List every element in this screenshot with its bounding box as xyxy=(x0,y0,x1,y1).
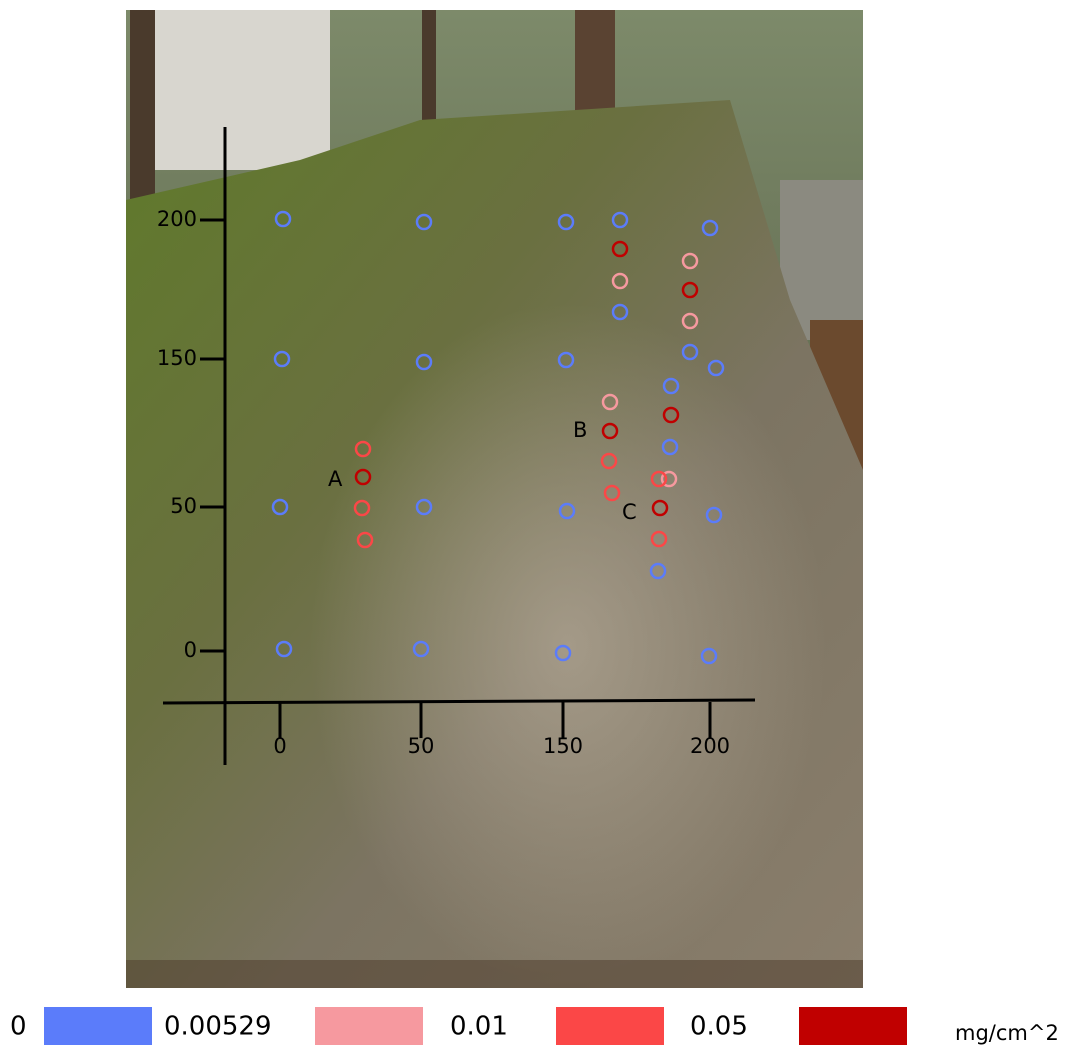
sample-point xyxy=(271,498,289,516)
x-tick-label: 0 xyxy=(273,734,286,758)
photo xyxy=(126,10,863,988)
point-label: B xyxy=(573,418,587,442)
sample-point xyxy=(651,499,669,517)
sample-point xyxy=(701,219,719,237)
sample-point xyxy=(354,468,372,486)
sample-point xyxy=(650,530,668,548)
legend-unit: mg/cm^2 xyxy=(955,1021,1059,1045)
sample-point xyxy=(415,353,433,371)
sample-point xyxy=(415,498,433,516)
legend-swatch xyxy=(799,1007,907,1045)
sample-point xyxy=(275,640,293,658)
sample-point xyxy=(649,562,667,580)
sample-point xyxy=(705,506,723,524)
sample-point xyxy=(681,312,699,330)
x-tick-label: 200 xyxy=(690,734,730,758)
sample-point xyxy=(700,647,718,665)
x-axis xyxy=(162,698,756,705)
sample-point xyxy=(356,531,374,549)
sample-point xyxy=(353,499,371,517)
sample-point xyxy=(554,644,572,662)
sample-point xyxy=(274,210,292,228)
x-tick-label: 50 xyxy=(408,734,435,758)
sample-point xyxy=(558,502,576,520)
axes xyxy=(162,127,756,765)
sample-point xyxy=(611,272,629,290)
sample-point xyxy=(611,211,629,229)
sample-point xyxy=(681,281,699,299)
sample-point xyxy=(412,640,430,658)
legend-swatch xyxy=(44,1007,152,1045)
sample-point xyxy=(415,213,433,231)
legend-label: 0 xyxy=(10,1012,27,1042)
sample-point xyxy=(273,350,291,368)
sample-point xyxy=(660,470,678,488)
sample-point xyxy=(662,406,680,424)
legend-swatch xyxy=(315,1007,423,1045)
legend-label: 0.05 xyxy=(690,1012,748,1042)
sample-point xyxy=(707,359,725,377)
y-tick-label: 0 xyxy=(184,638,197,662)
sample-point xyxy=(603,484,621,502)
sample-point xyxy=(681,252,699,270)
sample-point xyxy=(611,240,629,258)
sample-point xyxy=(600,452,618,470)
legend-label: 0.01 xyxy=(450,1012,508,1042)
point-label: C xyxy=(622,500,637,524)
y-tick-label: 200 xyxy=(157,207,197,231)
sample-point xyxy=(557,213,575,231)
y-tick-label: 150 xyxy=(157,346,197,370)
y-tick-label: 50 xyxy=(170,494,197,518)
sample-point xyxy=(354,440,372,458)
sample-point xyxy=(557,351,575,369)
sample-point xyxy=(601,393,619,411)
sample-point xyxy=(650,470,668,488)
legend-swatch xyxy=(556,1007,664,1045)
legend-label: 0.00529 xyxy=(164,1012,272,1042)
sample-point xyxy=(611,303,629,321)
legend: 0 0.00529 0.01 0.05 mg/cm^2 xyxy=(10,1007,1059,1045)
point-label: A xyxy=(328,467,343,491)
sample-point xyxy=(601,422,619,440)
sample-point xyxy=(681,343,699,361)
sample-point xyxy=(662,377,680,395)
sample-point xyxy=(661,438,679,456)
x-tick-label: 150 xyxy=(543,734,583,758)
